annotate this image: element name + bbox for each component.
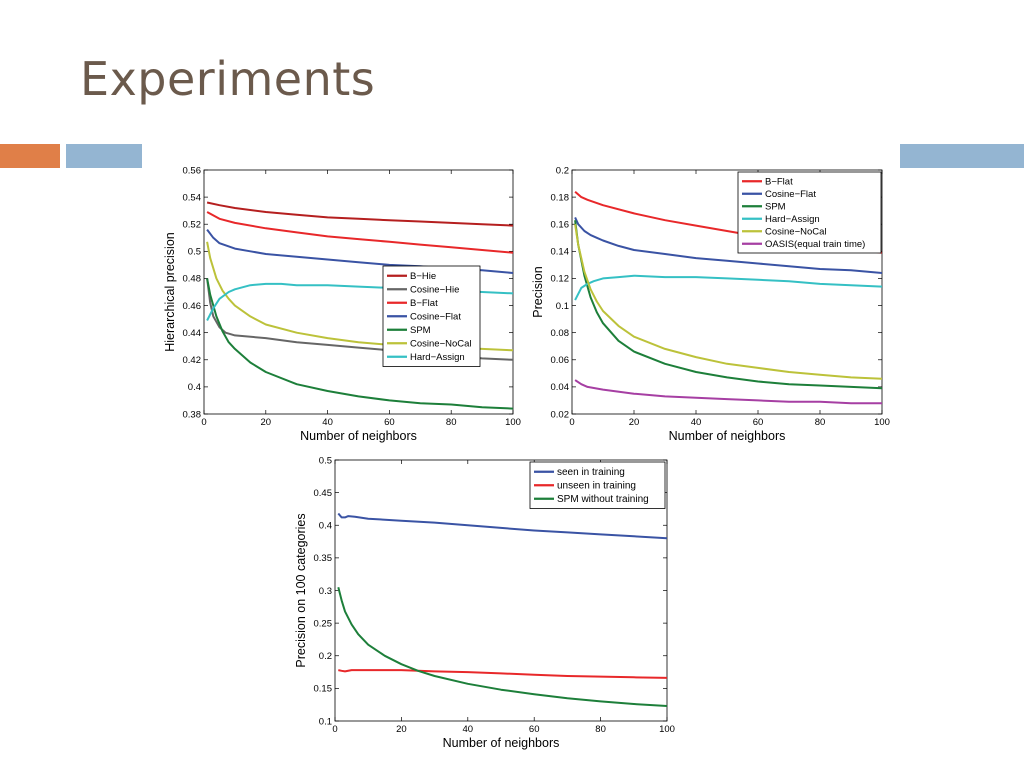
series-line-unseen-in-training	[338, 669, 667, 679]
x-tick-label: 60	[384, 417, 395, 428]
legend-label: OASIS(equal train time)	[765, 239, 865, 250]
x-axis-label: Number of neighbors	[300, 429, 417, 443]
x-tick-label: 80	[446, 417, 457, 428]
y-tick-label: 0.15	[314, 684, 333, 695]
accent-bar-blue-right	[900, 144, 1024, 168]
y-tick-label: 0.5	[188, 247, 201, 258]
y-tick-label: 0.4	[188, 382, 201, 393]
x-tick-label: 100	[659, 724, 675, 735]
y-tick-label: 0.25	[314, 618, 333, 629]
accent-bar-blue-left	[66, 144, 142, 168]
legend-label: B−Hie	[410, 271, 436, 282]
x-axis-label: Number of neighbors	[443, 736, 560, 750]
y-tick-label: 0.06	[551, 355, 570, 366]
y-tick-label: 0.56	[183, 165, 202, 176]
y-tick-label: 0.08	[551, 328, 570, 339]
y-tick-label: 0.5	[319, 455, 332, 466]
x-tick-label: 80	[815, 417, 826, 428]
legend-label: Cosine−NoCal	[765, 227, 827, 238]
x-tick-label: 20	[396, 724, 407, 735]
series-line-b-flat	[206, 211, 513, 254]
chart-hierarchical-precision: 0 20 40 60 80 100 0.38 0.4 0.42 0.44 0.46 0.48 0.5 0.…	[158, 162, 530, 450]
legend-label: B−Flat	[765, 177, 793, 188]
x-tick-label: 40	[322, 417, 333, 428]
y-tick-label: 0.48	[183, 274, 202, 285]
legend-label: Cosine−NoCal	[410, 339, 472, 350]
series-line-cosine-nocal	[574, 224, 882, 380]
legend-label: Hard−Assign	[410, 352, 465, 363]
legend-label: Cosine−Hie	[410, 285, 459, 296]
y-tick-label: 0.42	[183, 355, 202, 366]
series-line-cosine-flat	[574, 216, 882, 274]
series-line-seen-in-training	[337, 512, 667, 540]
y-tick-label: 0.54	[183, 192, 202, 203]
x-tick-label: 20	[261, 417, 272, 428]
series-line-spm	[206, 278, 513, 410]
legend-label: unseen in training	[557, 481, 636, 492]
y-tick-label: 0.52	[183, 220, 202, 231]
y-axis-label: Hierarchical precision	[163, 232, 177, 352]
x-tick-label: 80	[595, 724, 606, 735]
x-tick-label: 60	[529, 724, 540, 735]
legend-label: SPM without training	[557, 494, 649, 505]
y-axis-label: Precision	[531, 266, 545, 317]
legend-label: Hard−Assign	[765, 214, 820, 225]
series-line-b-hie	[206, 201, 513, 227]
x-tick-label: 20	[629, 417, 640, 428]
y-tick-label: 0.1	[556, 301, 569, 312]
x-tick-label: 40	[463, 724, 474, 735]
y-tick-label: 0.4	[319, 521, 332, 532]
legend-label: B−Flat	[410, 298, 438, 309]
x-tick-label: 60	[753, 417, 764, 428]
x-tick-label: 0	[569, 417, 574, 428]
y-tick-label: 0.12	[551, 274, 570, 285]
x-tick-label: 40	[691, 417, 702, 428]
y-tick-label: 0.16	[551, 220, 570, 231]
y-axis-label: Precision on 100 categories	[294, 513, 308, 667]
chart-precision: 0 20 40 60 80 100 0.02 0.04 0.06 0.08 0.1 0.12 0.14 0…	[528, 162, 900, 450]
legend-label: seen in training	[557, 467, 625, 478]
x-tick-label: 0	[332, 724, 337, 735]
y-tick-label: 0.3	[319, 586, 332, 597]
legend-label: SPM	[765, 202, 786, 213]
y-tick-label: 0.38	[183, 409, 202, 420]
x-tick-label: 100	[874, 417, 890, 428]
y-tick-label: 0.1	[319, 716, 332, 727]
x-axis-label: Number of neighbors	[669, 429, 786, 443]
y-tick-label: 0.2	[556, 165, 569, 176]
y-tick-label: 0.44	[183, 328, 202, 339]
y-tick-label: 0.35	[314, 553, 333, 564]
series-line-spm-without-training	[337, 586, 667, 707]
y-tick-label: 0.46	[183, 301, 202, 312]
y-tick-label: 0.18	[551, 192, 570, 203]
y-tick-label: 0.45	[314, 488, 333, 499]
x-tick-label: 100	[505, 417, 521, 428]
series-line-spm	[574, 220, 882, 390]
series-line-oasis-equal-train-time-	[574, 379, 882, 405]
y-tick-label: 0.04	[551, 382, 570, 393]
slide-title: Experiments	[80, 52, 376, 106]
legend-label: Cosine−Flat	[765, 189, 816, 200]
accent-bar-orange	[0, 144, 60, 168]
legend-box	[737, 171, 882, 254]
legend-label: Cosine−Flat	[410, 312, 461, 323]
y-tick-label: 0.14	[551, 247, 570, 258]
y-tick-label: 0.2	[319, 651, 332, 662]
x-tick-label: 0	[201, 417, 206, 428]
chart-precision-100-categories: 0 20 40 60 80 100 0.1 0.15 0.2 0.25 0.3 0.35 0.4 0.45…	[286, 452, 684, 756]
y-tick-label: 0.02	[551, 409, 570, 420]
legend-label: SPM	[410, 325, 431, 336]
series-line-hard-assign	[574, 274, 882, 301]
